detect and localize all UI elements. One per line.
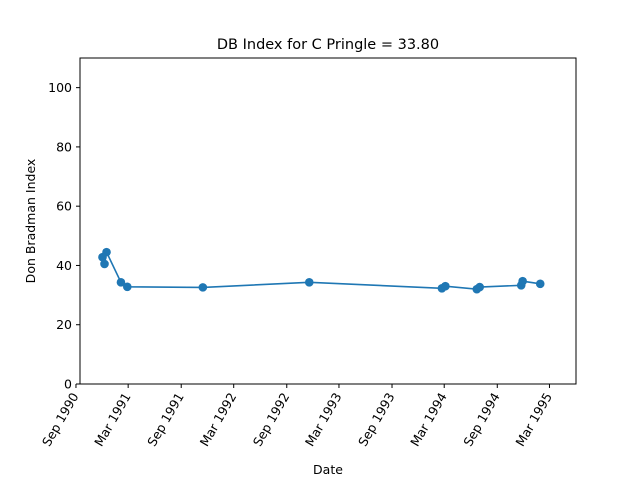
- x-tick-label: Mar 1994: [407, 390, 450, 449]
- data-point: [535, 279, 545, 289]
- y-tick-label: 80: [56, 139, 72, 154]
- data-point: [102, 247, 111, 257]
- x-tick-label: Mar 1995: [512, 390, 555, 449]
- x-tick-label: Mar 1993: [302, 390, 345, 449]
- x-tick-label: Sep 1991: [144, 390, 187, 449]
- y-tick-label: 0: [64, 377, 72, 392]
- y-axis-label: Don Bradman Index: [23, 159, 38, 284]
- x-axis-label: Date: [313, 462, 343, 477]
- data-point: [116, 278, 126, 287]
- y-tick-label: 100: [48, 80, 72, 95]
- x-tick-label: Sep 1992: [250, 390, 293, 449]
- axes-frame: [79, 57, 577, 385]
- y-tick-label: 60: [56, 199, 72, 214]
- chart-title: DB Index for C Pringle = 33.80: [217, 37, 439, 53]
- series-line: [101, 249, 541, 290]
- x-tick-label: Sep 1993: [355, 390, 398, 449]
- data-point: [475, 282, 484, 292]
- y-tick-label: 40: [56, 258, 72, 273]
- x-tick-label: Mar 1991: [91, 390, 134, 449]
- data-point: [441, 281, 450, 291]
- x-tick-label: Sep 1994: [460, 390, 503, 449]
- x-tick-label: Sep 1990: [39, 390, 82, 449]
- data-point: [518, 276, 527, 286]
- data-point: [122, 282, 132, 292]
- data-point: [100, 259, 109, 269]
- y-tick-label: 20: [56, 317, 72, 332]
- data-point: [304, 278, 314, 287]
- x-tick-label: Mar 1992: [197, 390, 240, 449]
- data-point: [198, 283, 208, 292]
